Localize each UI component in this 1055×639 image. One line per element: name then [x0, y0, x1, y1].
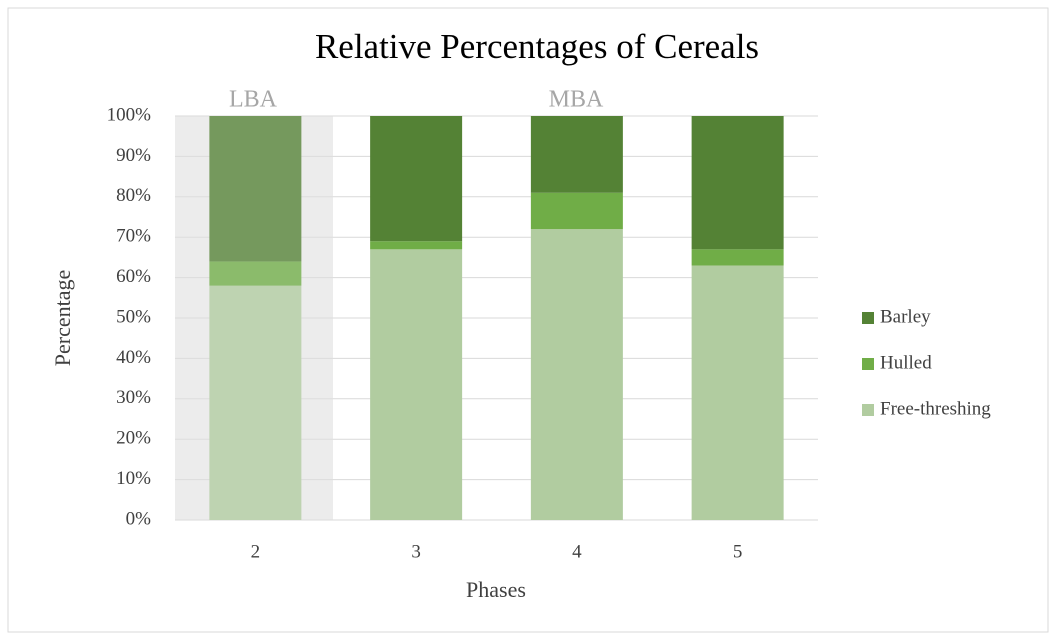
- y-tick-label: 100%: [107, 104, 152, 125]
- bar-segment: [691, 116, 784, 250]
- y-tick-label: 0%: [126, 508, 152, 529]
- y-tick-label: 90%: [116, 145, 151, 166]
- bar-segment: [530, 116, 623, 193]
- y-tick-label: 20%: [116, 428, 151, 449]
- x-tick-label: 3: [411, 541, 421, 562]
- y-tick-label: 80%: [116, 185, 151, 206]
- legend-label: Barley: [880, 306, 931, 327]
- y-tick-label: 40%: [116, 347, 151, 368]
- annotation: LBA: [229, 87, 278, 113]
- bar-segment: [530, 229, 623, 520]
- legend-swatch: [862, 358, 874, 370]
- y-tick-label: 10%: [116, 468, 151, 489]
- x-tick-label: 5: [733, 541, 743, 562]
- y-tick-label: 70%: [116, 226, 151, 247]
- bar-segment: [209, 285, 302, 520]
- legend-swatch: [862, 404, 874, 416]
- x-axis-title: Phases: [466, 577, 526, 602]
- bar-segment: [370, 249, 463, 520]
- bar-segment: [209, 116, 302, 262]
- y-axis-title: Percentage: [50, 270, 75, 367]
- x-tick-label: 4: [572, 541, 582, 562]
- y-tick-label: 30%: [116, 387, 151, 408]
- bar-segment: [530, 192, 623, 230]
- bar-segment: [370, 116, 463, 242]
- bar-segment: [691, 249, 784, 266]
- annotation: MBA: [549, 87, 604, 113]
- bar-segment: [691, 265, 784, 520]
- y-tick-label: 60%: [116, 266, 151, 287]
- legend-label: Hulled: [880, 352, 932, 373]
- legend-label: Free-threshing: [880, 398, 991, 419]
- y-tick-label: 50%: [116, 306, 151, 327]
- x-tick-label: 2: [251, 541, 261, 562]
- legend-swatch: [862, 312, 874, 324]
- bar-segment: [209, 261, 302, 286]
- bar-segment: [370, 241, 463, 250]
- chart-title: Relative Percentages of Cereals: [315, 27, 759, 66]
- lba-overlay: [175, 116, 333, 520]
